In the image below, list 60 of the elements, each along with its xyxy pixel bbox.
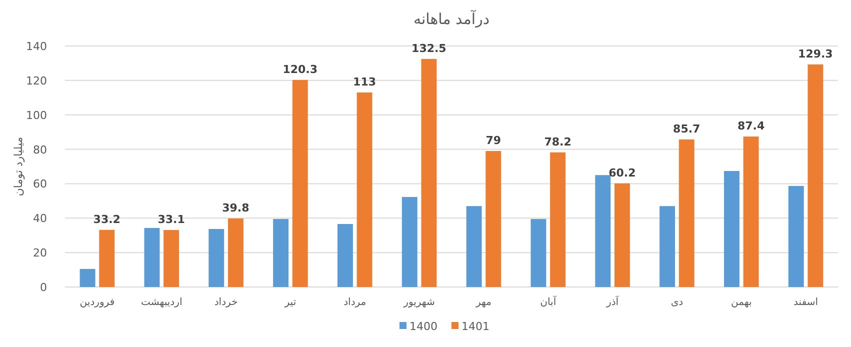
y-tick-label: 40: [33, 212, 47, 226]
bar: [144, 228, 160, 287]
legend-label: 1400: [410, 320, 438, 333]
data-label: 33.2: [93, 212, 120, 226]
x-tick-label: شهریور: [402, 297, 435, 308]
bar: [228, 218, 244, 287]
data-label: 78.2: [544, 135, 572, 148]
bar: [164, 230, 180, 287]
data-label: 132.5: [412, 42, 446, 55]
x-tick-label: آذر: [606, 295, 620, 308]
legend-label: 1401: [462, 320, 490, 333]
bar: [724, 170, 740, 287]
data-label: 120.3: [282, 62, 318, 76]
bar: [660, 206, 676, 287]
data-label: 85.7: [673, 122, 700, 136]
bar: [292, 80, 308, 287]
y-tick-label: 60: [33, 178, 47, 191]
y-tick-label: 80: [33, 143, 47, 156]
x-tick-label: تیر: [284, 297, 296, 308]
data-label: 129.3: [798, 47, 833, 60]
x-tick-label: مهر: [474, 297, 492, 308]
x-tick-label: خرداد: [214, 297, 238, 308]
bar: [486, 151, 502, 287]
bar: [808, 64, 824, 287]
x-tick-label: اسفند: [794, 297, 818, 308]
x-tick-label: بهمن: [730, 297, 752, 308]
x-tick-label: آبان: [540, 295, 558, 308]
data-label: 87.4: [737, 120, 765, 133]
bar: [208, 228, 224, 287]
bar: [530, 219, 546, 287]
data-label: 39.8: [222, 201, 250, 214]
y-tick-label: 100: [26, 108, 47, 122]
bar: [402, 196, 418, 287]
x-tick-label: مرداد: [344, 297, 366, 308]
data-label: 113: [353, 75, 376, 88]
x-tick-label: اردیبهشت: [141, 297, 182, 308]
bar: [273, 219, 289, 287]
bar: [743, 136, 759, 287]
data-label: 79: [486, 134, 502, 148]
bar: [337, 224, 353, 287]
y-tick-label: 0: [40, 281, 47, 294]
bar: [421, 58, 437, 287]
y-tick-label: 140: [26, 40, 47, 53]
bar: [614, 183, 630, 287]
bar: [678, 139, 694, 287]
bar: [356, 92, 372, 287]
bar: [595, 175, 611, 287]
x-tick-label: دی: [670, 297, 684, 308]
bar: [788, 186, 804, 287]
y-tick-label: 20: [33, 246, 47, 260]
bar: [80, 268, 96, 287]
x-tick-label: فروردین: [80, 297, 115, 308]
data-label: 60.2: [608, 166, 636, 180]
data-label: 33.1: [158, 213, 185, 226]
y-axis-title: میلیارد تومان: [12, 136, 25, 196]
bar: [550, 152, 566, 287]
bar: [99, 230, 115, 287]
y-tick-label: 120: [26, 74, 47, 88]
chart-title: درآمد ماهانه: [413, 9, 490, 28]
bar: [466, 206, 482, 287]
